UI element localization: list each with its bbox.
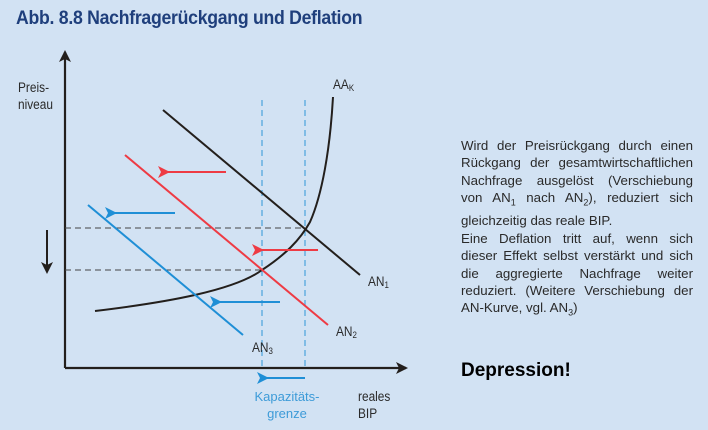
x-axis-label: reales BIP xyxy=(358,388,390,422)
capacity-label: Kapazitäts- grenze xyxy=(251,388,323,422)
an1-label-sub: 1 xyxy=(384,280,389,290)
subscript: 3 xyxy=(568,307,574,318)
x-axis-label-line2: BIP xyxy=(358,406,378,421)
capacity-label-line2: grenze xyxy=(267,406,307,421)
an2-curve xyxy=(124,154,329,326)
conclusion-text: Depression! xyxy=(461,360,571,381)
aa-label-sub: K xyxy=(348,83,355,93)
an3-label-sub: 3 xyxy=(268,346,273,356)
an1-curve xyxy=(162,109,361,276)
aa-curve xyxy=(94,96,334,312)
explanation-paragraph-2: Eine Deflation tritt auf, wenn sich dies… xyxy=(461,230,693,323)
explanation-paragraph-1: Wird der Preisrückgang durch einen Rückg… xyxy=(461,137,693,230)
text: nach AN xyxy=(515,190,584,206)
y-axis-label-line2: niveau xyxy=(18,97,54,112)
an2-label-base: AN xyxy=(336,324,353,339)
text: ) xyxy=(573,300,578,316)
an3-curve xyxy=(87,204,244,336)
an2-label: AN2 xyxy=(336,323,357,344)
text: Wird der Preisrückgang durch einen Rückg… xyxy=(461,138,693,206)
capacity-label-line1: Kapazitäts- xyxy=(254,389,320,404)
subscript: 1 xyxy=(510,197,516,208)
an1-label-base: AN xyxy=(368,274,385,289)
y-axis-label: Preis- niveau xyxy=(18,79,53,113)
an1-label: AN1 xyxy=(368,273,389,294)
text: Eine Deflation tritt auf, wenn sich dies… xyxy=(461,230,693,316)
an3-label: AN3 xyxy=(252,339,273,360)
figure-title: Abb. 8.8 Nachfragerückgang und Deflation xyxy=(16,8,363,29)
subscript: 2 xyxy=(583,197,589,208)
x-axis-label-line1: reales xyxy=(358,389,391,404)
aa-label-base: AA xyxy=(333,77,349,92)
an3-label-base: AN xyxy=(252,340,269,355)
aa-label: AAK xyxy=(333,76,354,97)
explanation-text: Wird der Preisrückgang durch einen Rückg… xyxy=(461,137,693,322)
text: ), reduziert sich gleichzeitig das reale… xyxy=(461,190,693,229)
an2-label-sub: 2 xyxy=(352,330,357,340)
y-axis-label-line1: Preis- xyxy=(18,80,50,95)
